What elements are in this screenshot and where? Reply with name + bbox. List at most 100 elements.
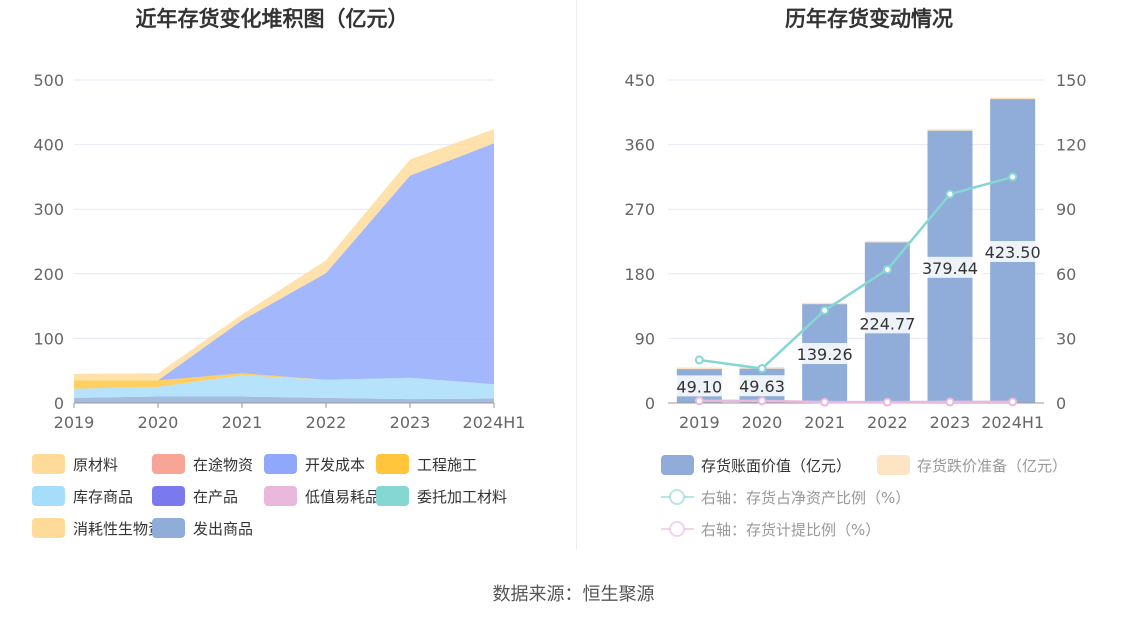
right-y-left-tick-label: 180 xyxy=(624,265,655,284)
left-y-tick-label: 100 xyxy=(33,329,64,348)
bar-data-label: 224.77 xyxy=(859,314,915,333)
left-legend-label: 工程施工 xyxy=(417,456,477,474)
left-legend-swatch xyxy=(152,518,185,538)
left-legend-label: 低值易耗品 xyxy=(305,488,380,506)
left-legend-swatch xyxy=(32,454,65,474)
line-point-1 xyxy=(694,396,704,406)
right-chart-title: 历年存货变动情况 xyxy=(785,7,953,31)
area-series-2 xyxy=(74,143,494,385)
line-point-0 xyxy=(820,305,830,315)
inventory-change-bar-line-chart: 历年存货变动情况 0 90 180 270 360 450 0 30 60 90 120 150 2019… xyxy=(624,7,1087,539)
left-y-tick-label: 0 xyxy=(54,394,64,413)
bar-label-bg xyxy=(735,375,789,397)
left-legend-label: 开发成本 xyxy=(305,456,365,474)
right-y-right-tick-label: 90 xyxy=(1056,200,1076,219)
right-y-left-tick-label: 450 xyxy=(624,71,655,90)
left-legend-swatch xyxy=(32,486,65,506)
bar-label-bg xyxy=(792,343,857,365)
bar-impairment xyxy=(802,302,848,305)
right-legend-swatch xyxy=(877,455,910,475)
bar-data-label: 49.63 xyxy=(739,377,785,396)
left-y-tick-label: 300 xyxy=(33,200,64,219)
right-y-right-tick-label: 0 xyxy=(1056,394,1066,413)
line-point-1 xyxy=(1008,397,1018,407)
right-x-tick-label: 2023 xyxy=(930,413,971,432)
line-point-0 xyxy=(757,364,767,374)
area-series-4 xyxy=(74,375,494,400)
bar-label-bg xyxy=(855,312,920,334)
right-x-tick-label: 2021 xyxy=(804,413,845,432)
bar-impairment xyxy=(676,367,722,370)
bar-label-bg xyxy=(918,256,982,278)
chart-divider xyxy=(576,0,577,550)
right-legend-marker xyxy=(669,489,685,505)
line-point-0 xyxy=(694,355,704,365)
left-legend-swatch xyxy=(32,518,65,538)
bar-impairment xyxy=(990,97,1036,100)
right-x-tick-label: 2020 xyxy=(742,413,783,432)
bar-data-label: 423.50 xyxy=(985,243,1041,262)
line-point-1 xyxy=(820,397,830,407)
left-x-tick-label: 2021 xyxy=(222,413,263,432)
left-x-tick-label: 2020 xyxy=(138,413,179,432)
right-legend-label: 存货跌价准备（亿元） xyxy=(917,457,1067,475)
left-legend-label: 在产品 xyxy=(193,488,238,506)
bar-impairment xyxy=(927,129,973,131)
right-x-tick-label: 2019 xyxy=(679,413,720,432)
left-legend-label: 委托加工材料 xyxy=(417,488,507,506)
right-x-tick-label: 2022 xyxy=(867,413,908,432)
left-y-tick-label: 200 xyxy=(33,265,64,284)
right-legend-marker xyxy=(669,521,685,537)
left-legend-swatch xyxy=(376,454,409,474)
bar-data-label: 49.10 xyxy=(676,377,722,396)
bar-label-bg xyxy=(980,241,1045,263)
right-y-left-tick-label: 0 xyxy=(645,394,655,413)
area-series-0 xyxy=(74,129,494,381)
area-series-9 xyxy=(74,396,494,403)
line-series-0 xyxy=(699,175,1013,370)
line-point-1 xyxy=(945,397,955,407)
left-y-tick-label: 400 xyxy=(33,136,64,155)
line-point-1 xyxy=(882,397,892,407)
right-legend-label: 存货账面价值（亿元） xyxy=(701,457,851,475)
left-legend-label: 原材料 xyxy=(73,456,118,474)
left-y-tick-label: 500 xyxy=(33,71,64,90)
line-point-1 xyxy=(757,396,767,406)
right-y-left-tick-label: 360 xyxy=(624,136,655,155)
bar-data-label: 379.44 xyxy=(922,259,978,278)
left-chart-title: 近年存货变化堆积图（亿元） xyxy=(136,7,409,31)
left-x-tick-label: 2019 xyxy=(54,413,95,432)
right-y-right-tick-label: 150 xyxy=(1056,71,1087,90)
bar-impairment xyxy=(864,240,910,243)
left-x-tick-label: 2022 xyxy=(306,413,347,432)
right-legend-label: 右轴：存货计提比例（%） xyxy=(701,521,880,539)
right-x-tick-label: 2024H1 xyxy=(981,413,1044,432)
left-legend-swatch xyxy=(376,486,409,506)
line-point-0 xyxy=(1008,172,1018,182)
line-series-1 xyxy=(699,399,1013,404)
bar-data-label: 139.26 xyxy=(797,345,853,364)
left-legend-label: 在途物资 xyxy=(193,456,253,474)
bar-label-bg xyxy=(672,375,727,397)
right-legend-swatch xyxy=(661,455,694,475)
right-y-right-tick-label: 120 xyxy=(1056,136,1087,155)
right-y-left-tick-label: 270 xyxy=(624,200,655,219)
left-x-tick-label: 2024H1 xyxy=(463,413,526,432)
left-legend-label: 发出商品 xyxy=(193,520,253,538)
left-legend-swatch xyxy=(264,454,297,474)
line-point-0 xyxy=(945,189,955,199)
left-x-tick-label: 2023 xyxy=(390,413,431,432)
inventory-stacked-area-chart: 近年存货变化堆积图（亿元） 0 100 200 300 400 500 2019 2020 202… xyxy=(32,7,526,538)
area-series-3 xyxy=(74,373,494,389)
left-legend-label: 消耗性生物资产 xyxy=(73,520,178,538)
right-y-left-tick-label: 90 xyxy=(635,329,655,348)
right-legend-label: 右轴：存货占净资产比例（%） xyxy=(701,489,910,507)
left-legend-swatch xyxy=(152,486,185,506)
right-y-right-tick-label: 60 xyxy=(1056,265,1076,284)
line-point-0 xyxy=(882,264,892,274)
left-legend-swatch xyxy=(152,454,185,474)
left-legend-swatch xyxy=(264,486,297,506)
left-legend-label: 库存商品 xyxy=(73,488,133,506)
data-source: 数据来源：恒生聚源 xyxy=(492,584,655,605)
right-y-right-tick-label: 30 xyxy=(1056,329,1076,348)
